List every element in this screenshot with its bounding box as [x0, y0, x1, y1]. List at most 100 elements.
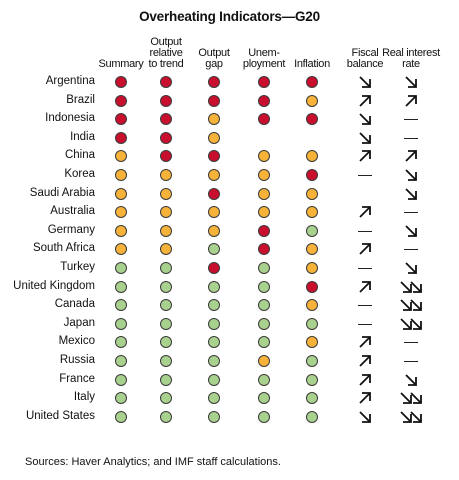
indicator-dot-argentina-inflation [306, 76, 318, 88]
indicator-dot-united-states-output_gap [208, 410, 220, 423]
indicator-dot-united-states-inflation [306, 410, 318, 423]
indicator-dot-italy-output_rel_trend [160, 392, 172, 405]
country-label-australia: Australia [50, 205, 95, 218]
indicator-dot-turkey-summary [115, 262, 127, 274]
indicator-dot-brazil-output_rel_trend [160, 94, 172, 107]
indicator-dot-saudi-arabia-summary [115, 187, 127, 200]
fiscal-balance-australia-up-arrow-icon [359, 206, 371, 218]
real-interest-rate-japan-0-down-arrow-icon [400, 318, 412, 330]
indicator-dot-saudi-arabia-output_rel_trend [160, 187, 172, 200]
real-interest-rate-india-flat-dash [404, 137, 418, 139]
indicator-dot-united-kingdom-output_gap [208, 280, 220, 293]
indicator-dot-canada-unemployment [258, 299, 270, 312]
fiscal-balance-japan-flat-dash [358, 323, 372, 325]
indicator-dot-germany-summary [115, 224, 127, 237]
real-interest-rate-italy-0-down-arrow-icon [400, 392, 412, 405]
indicator-dot-brazil-summary [115, 94, 127, 107]
fiscal-balance-france-up-arrow-icon [359, 373, 371, 386]
indicator-dot-argentina-summary [115, 76, 127, 88]
indicator-dot-germany-inflation [306, 224, 318, 237]
indicator-dot-united-kingdom-summary [115, 280, 127, 293]
indicator-dot-turkey-unemployment [258, 262, 270, 274]
country-label-argentina: Argentina [45, 75, 95, 87]
indicator-dot-china-unemployment [258, 150, 270, 163]
indicator-dot-china-summary [115, 150, 127, 163]
indicator-dot-united-states-output_rel_trend [160, 410, 172, 423]
indicator-dot-argentina-output_gap [208, 76, 220, 88]
real-interest-rate-united-states-0-down-arrow-icon [400, 411, 412, 423]
country-label-south-africa: South Africa [32, 242, 95, 255]
real-interest-rate-china-up-arrow-icon [405, 150, 417, 163]
country-label-germany: Germany [47, 223, 95, 236]
indicator-dot-argentina-unemployment [258, 76, 270, 88]
indicator-dot-brazil-unemployment [258, 94, 270, 107]
indicator-dot-russia-output_gap [208, 355, 220, 367]
indicator-dot-united-kingdom-inflation [306, 280, 318, 293]
indicator-dot-australia-unemployment [258, 206, 270, 219]
column-header-output_gap: Output gap [198, 47, 230, 70]
indicator-dot-france-output_gap [208, 373, 220, 386]
real-interest-rate-indonesia-flat-dash [404, 119, 418, 121]
country-label-canada: Canada [54, 298, 95, 311]
indicator-dot-indonesia-unemployment [258, 113, 270, 126]
indicator-dot-south-africa-inflation [306, 243, 318, 256]
indicator-dot-korea-inflation [306, 169, 318, 181]
indicator-dot-india-summary [115, 131, 127, 144]
country-label-indonesia: Indonesia [45, 112, 95, 125]
indicator-dot-korea-unemployment [258, 169, 270, 181]
country-label-italy: Italy [73, 391, 95, 404]
real-interest-rate-united-kingdom-0-down-arrow-icon [400, 280, 412, 293]
indicator-dot-japan-summary [115, 317, 127, 330]
indicator-dot-france-inflation [306, 373, 318, 386]
indicator-dot-canada-output_rel_trend [160, 299, 172, 312]
indicator-dot-united-kingdom-output_rel_trend [160, 280, 172, 293]
real-interest-rate-korea-down-arrow-icon [405, 169, 417, 181]
indicator-dot-australia-output_gap [208, 206, 220, 219]
indicator-dot-south-africa-summary [115, 243, 127, 256]
country-label-saudi-arabia: Saudi Arabia [29, 186, 95, 199]
country-label-korea: Korea [64, 168, 95, 180]
real-interest-rate-france-down-arrow-icon [405, 373, 417, 386]
indicator-dot-indonesia-output_rel_trend [160, 113, 172, 126]
country-label-france: France [59, 372, 95, 385]
country-label-japan: Japan [63, 316, 95, 329]
indicator-dot-france-output_rel_trend [160, 373, 172, 386]
indicator-dot-korea-summary [115, 169, 127, 181]
country-label-india: India [70, 130, 95, 143]
fiscal-balance-mexico-up-arrow-icon [359, 336, 371, 349]
real-interest-rate-canada-0-down-arrow-icon [400, 299, 412, 312]
indicator-dot-india-output_rel_trend [160, 131, 172, 144]
country-label-mexico: Mexico [58, 335, 95, 348]
indicator-dot-mexico-inflation [306, 336, 318, 349]
real-interest-rate-argentina-down-arrow-icon [405, 76, 417, 88]
indicator-dot-france-summary [115, 373, 127, 386]
indicator-dot-canada-output_gap [208, 299, 220, 312]
fiscal-balance-russia-up-arrow-icon [359, 355, 371, 367]
indicator-dot-japan-inflation [306, 317, 318, 330]
indicator-dot-italy-output_gap [208, 392, 220, 405]
real-interest-rate-australia-flat-dash [404, 212, 418, 214]
country-label-united-states: United States [25, 409, 95, 422]
indicator-dot-china-output_gap [208, 150, 220, 163]
chart-title: Overheating Indicators—G20 [139, 9, 320, 24]
indicator-dot-indonesia-inflation [306, 113, 318, 126]
indicator-dot-united-states-summary [115, 410, 127, 423]
indicator-dot-south-africa-unemployment [258, 243, 270, 256]
fiscal-balance-united-kingdom-up-arrow-icon [359, 280, 371, 293]
fiscal-balance-indonesia-down-arrow-icon [359, 113, 371, 126]
fiscal-balance-brazil-up-arrow-icon [359, 94, 371, 107]
indicator-dot-germany-output_gap [208, 224, 220, 237]
indicator-dot-australia-summary [115, 206, 127, 219]
real-interest-rate-mexico-flat-dash [404, 342, 418, 344]
fiscal-balance-united-states-down-arrow-icon [359, 411, 371, 423]
fiscal-balance-argentina-down-arrow-icon [359, 76, 371, 88]
indicator-dot-saudi-arabia-inflation [306, 187, 318, 200]
indicator-dot-russia-output_rel_trend [160, 355, 172, 367]
indicator-dot-russia-summary [115, 355, 127, 367]
indicator-dot-mexico-summary [115, 336, 127, 349]
indicator-dot-united-kingdom-unemployment [258, 280, 270, 293]
country-label-united-kingdom: United Kingdom [13, 279, 95, 292]
indicator-dot-china-inflation [306, 150, 318, 163]
country-label-russia: Russia [59, 354, 95, 366]
real-interest-rate-canada-1-down-arrow-icon [410, 299, 422, 312]
